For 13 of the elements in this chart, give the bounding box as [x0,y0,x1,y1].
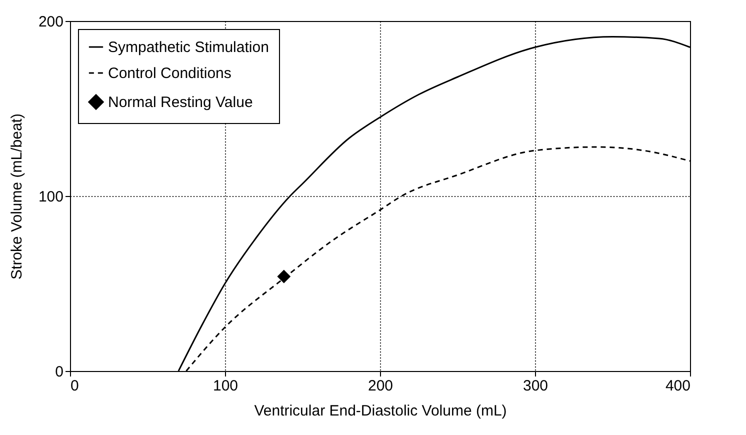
legend-label: Sympathetic Stimulation [108,39,269,56]
y-tick-label: 100 [38,188,64,206]
x-tick-label: 200 [368,378,394,394]
x-axis-title: Ventricular End-Diastolic Volume (mL) [254,402,507,420]
x-tick-label: 0 [70,378,79,394]
x-tick-label: 400 [665,378,690,394]
legend-label: Control Conditions [108,65,232,82]
x-tick-label: 300 [522,378,548,394]
y-tick-label: 0 [55,364,64,380]
legend-label: Normal Resting Value [108,94,253,111]
y-tick-label: 200 [38,14,64,30]
y-axis-title: Stroke Volume (mL/beat) [8,114,26,280]
x-tick-label: 100 [212,378,238,394]
